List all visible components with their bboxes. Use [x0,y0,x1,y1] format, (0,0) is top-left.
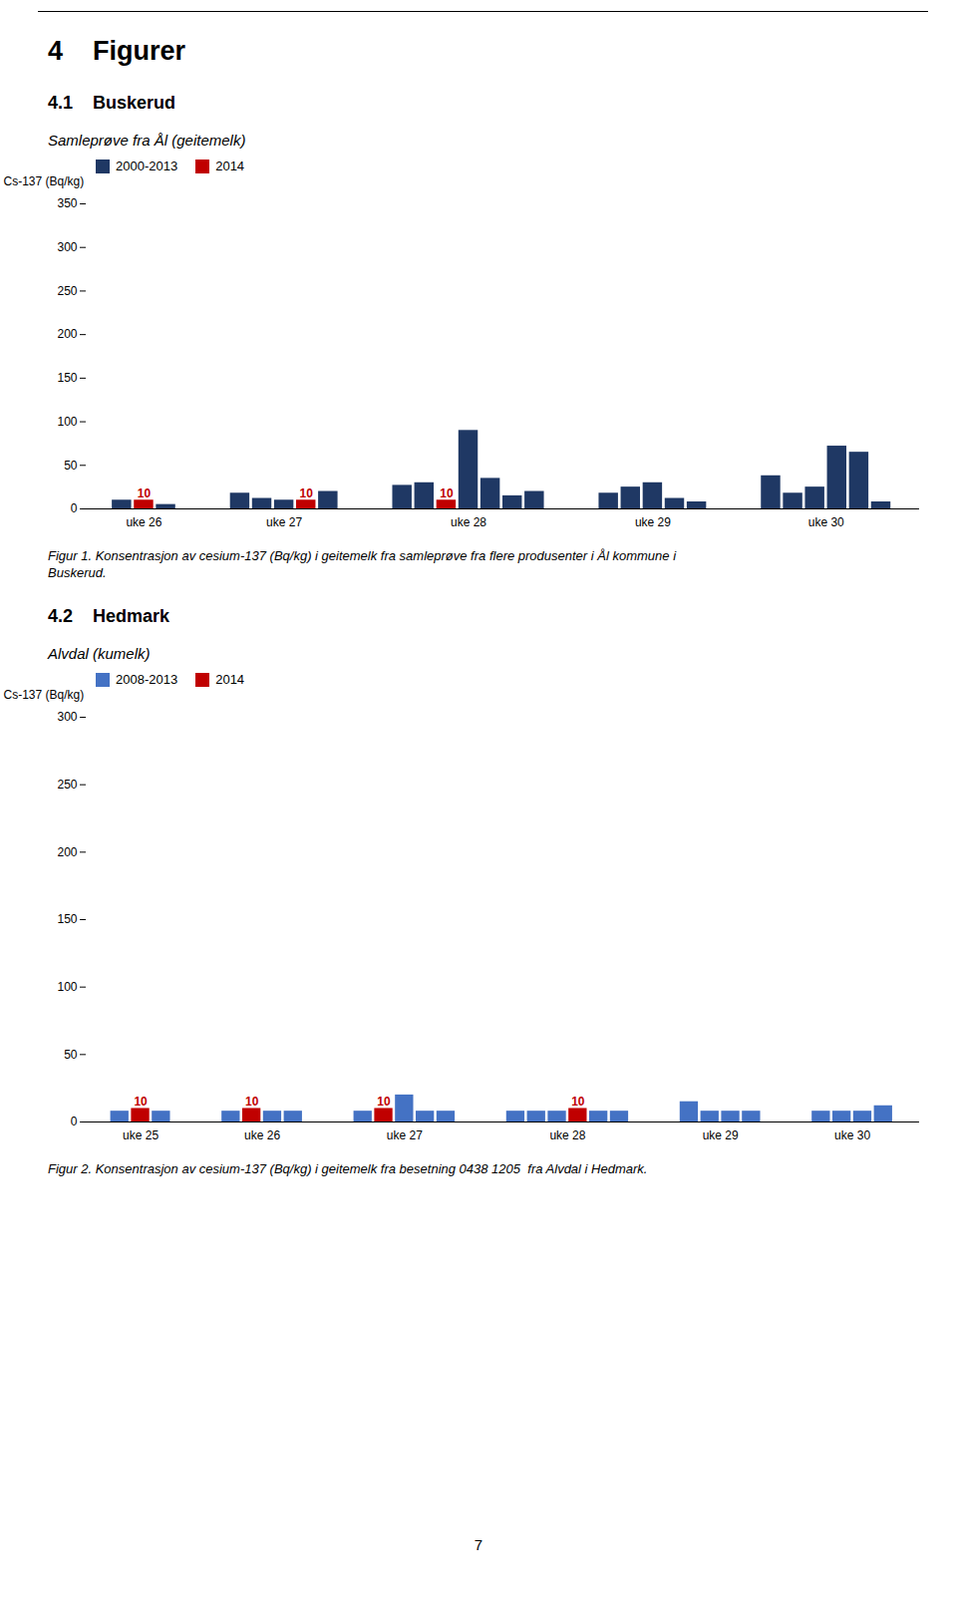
html-text:4.1 Buskerud: 4.1 Buskerud [47,92,176,113]
svg-text:10: 10 [439,486,454,501]
html-text:Figur 1. Konsentrasjon av cesi: Figur 1. Konsentrasjon av cesium-137 (Bq… [47,548,676,564]
svg-text:uke 30: uke 30 [834,1128,871,1143]
svg-text:uke 25: uke 25 [122,1128,159,1143]
svg-text:uke 27: uke 27 [386,1128,423,1143]
html-text:Figur 2. Konsentrasjon av cesi: Figur 2. Konsentrasjon av cesium-137 (Bq… [47,1161,648,1177]
svg-text:100: 100 [56,979,77,994]
svg-text:100: 100 [56,414,77,429]
svg-text:350: 350 [56,196,77,211]
svg-text:uke 29: uke 29 [702,1128,739,1143]
svg-text:300: 300 [56,709,77,724]
svg-text:50: 50 [63,1047,78,1062]
svg-text:uke 29: uke 29 [635,515,671,530]
html-text:Buskerud.: Buskerud. [47,565,107,581]
html-text:Alvdal (kumelk): Alvdal (kumelk) [47,644,151,662]
svg-text:250: 250 [56,284,77,299]
html-text:2014: 2014 [215,671,245,687]
html-text:4 Figurer: 4 Figurer [47,35,186,66]
svg-text:uke 28: uke 28 [450,515,487,530]
svg-text:uke 26: uke 26 [125,515,162,530]
svg-text:200: 200 [56,326,77,341]
svg-text:uke 30: uke 30 [808,515,845,530]
svg-text:10: 10 [245,1094,260,1109]
svg-text:250: 250 [56,777,77,792]
svg-text:Cs-137 (Bq/kg): Cs-137 (Bq/kg) [3,174,85,189]
svg-text:10: 10 [300,486,315,501]
html-text:7: 7 [474,1536,483,1554]
html-text:4.2 Hedmark: 4.2 Hedmark [47,606,170,627]
svg-text:10: 10 [137,486,152,501]
svg-text:10: 10 [571,1094,586,1109]
svg-text:0: 0 [70,501,78,516]
html-text:2014: 2014 [215,158,245,174]
svg-text:150: 150 [56,912,77,927]
svg-text:10: 10 [133,1094,148,1109]
svg-text:150: 150 [56,370,77,385]
svg-text:uke 28: uke 28 [549,1128,586,1143]
html-text:2008-2013: 2008-2013 [115,671,178,687]
svg-text:uke 27: uke 27 [266,515,303,530]
svg-text:300: 300 [56,240,77,255]
svg-text:uke 26: uke 26 [244,1128,281,1143]
html-text:2000-2013: 2000-2013 [115,158,178,174]
svg-text:50: 50 [63,458,78,473]
svg-text:Cs-137 (Bq/kg): Cs-137 (Bq/kg) [3,687,85,702]
svg-text:0: 0 [70,1114,78,1129]
svg-text:200: 200 [56,845,77,860]
svg-text:10: 10 [376,1094,391,1109]
html-text:Samleprøve fra Ål (geitemelk): Samleprøve fra Ål (geitemelk) [47,131,246,149]
